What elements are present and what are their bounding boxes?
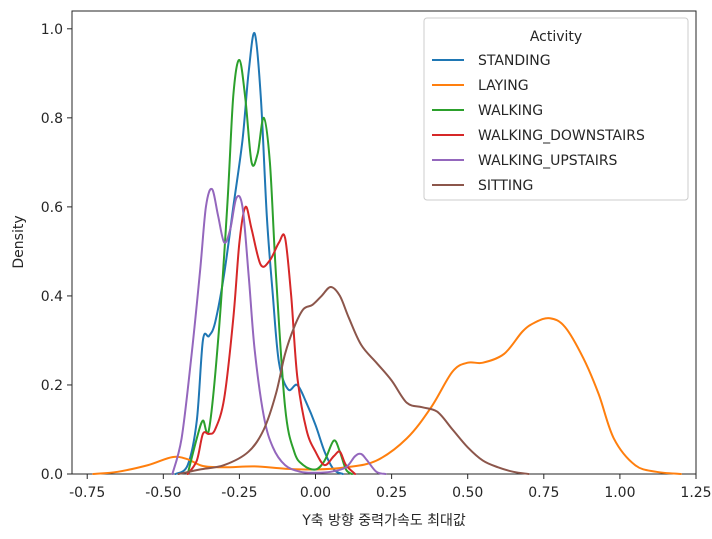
series-line-walking — [186, 58, 353, 475]
y-axis-label: Density — [11, 215, 27, 268]
legend-box — [423, 17, 689, 201]
y-tick-label: 0.6 — [41, 200, 63, 216]
legend-label: STANDING — [478, 53, 551, 69]
legend: Activity STANDING LAYING WALKING WALKING_DO… — [423, 17, 689, 201]
x-axis-ticks: -0.75 -0.50 -0.25 0.00 0.25 0.50 0.75 1.00 1.25 — [69, 474, 712, 501]
x-tick-label: -0.75 — [69, 485, 105, 501]
x-tick-label: -0.50 — [145, 485, 181, 501]
series-line-walking-downstairs — [186, 205, 357, 475]
legend-entries: STANDING LAYING WALKING WALKING_DOWNSTAIRS W… — [432, 53, 645, 194]
y-tick-label: 1.0 — [41, 22, 63, 38]
series-lines — [92, 32, 682, 475]
series-line-sitting — [177, 286, 530, 475]
x-tick-label: 0.00 — [300, 485, 331, 501]
y-tick-label: 0.0 — [41, 467, 63, 483]
x-tick-label: -0.25 — [221, 485, 257, 501]
x-tick-label: 1.00 — [604, 485, 635, 501]
series-line-laying — [92, 317, 682, 475]
series-line-standing — [174, 32, 344, 475]
x-tick-label: 1.25 — [680, 485, 711, 501]
x-tick-label: 0.25 — [376, 485, 407, 501]
x-tick-label: 0.75 — [528, 485, 559, 501]
legend-label: WALKING — [478, 103, 543, 119]
x-tick-label: 0.50 — [452, 485, 483, 501]
y-tick-label: 0.4 — [41, 289, 63, 305]
legend-title: Activity — [530, 29, 582, 45]
x-axis-label: Y축 방향 중력가속도 최대값 — [301, 513, 466, 529]
legend-label: WALKING_UPSTAIRS — [478, 153, 618, 169]
legend-label: WALKING_DOWNSTAIRS — [478, 128, 645, 144]
legend-label: LAYING — [478, 78, 529, 94]
y-tick-label: 0.2 — [41, 378, 63, 394]
series-line-walking-upstairs — [171, 187, 387, 475]
legend-label: SITTING — [478, 178, 533, 194]
y-tick-label: 0.8 — [41, 111, 63, 127]
y-axis-ticks: 0.0 0.2 0.4 0.6 0.8 1.0 — [41, 22, 72, 483]
